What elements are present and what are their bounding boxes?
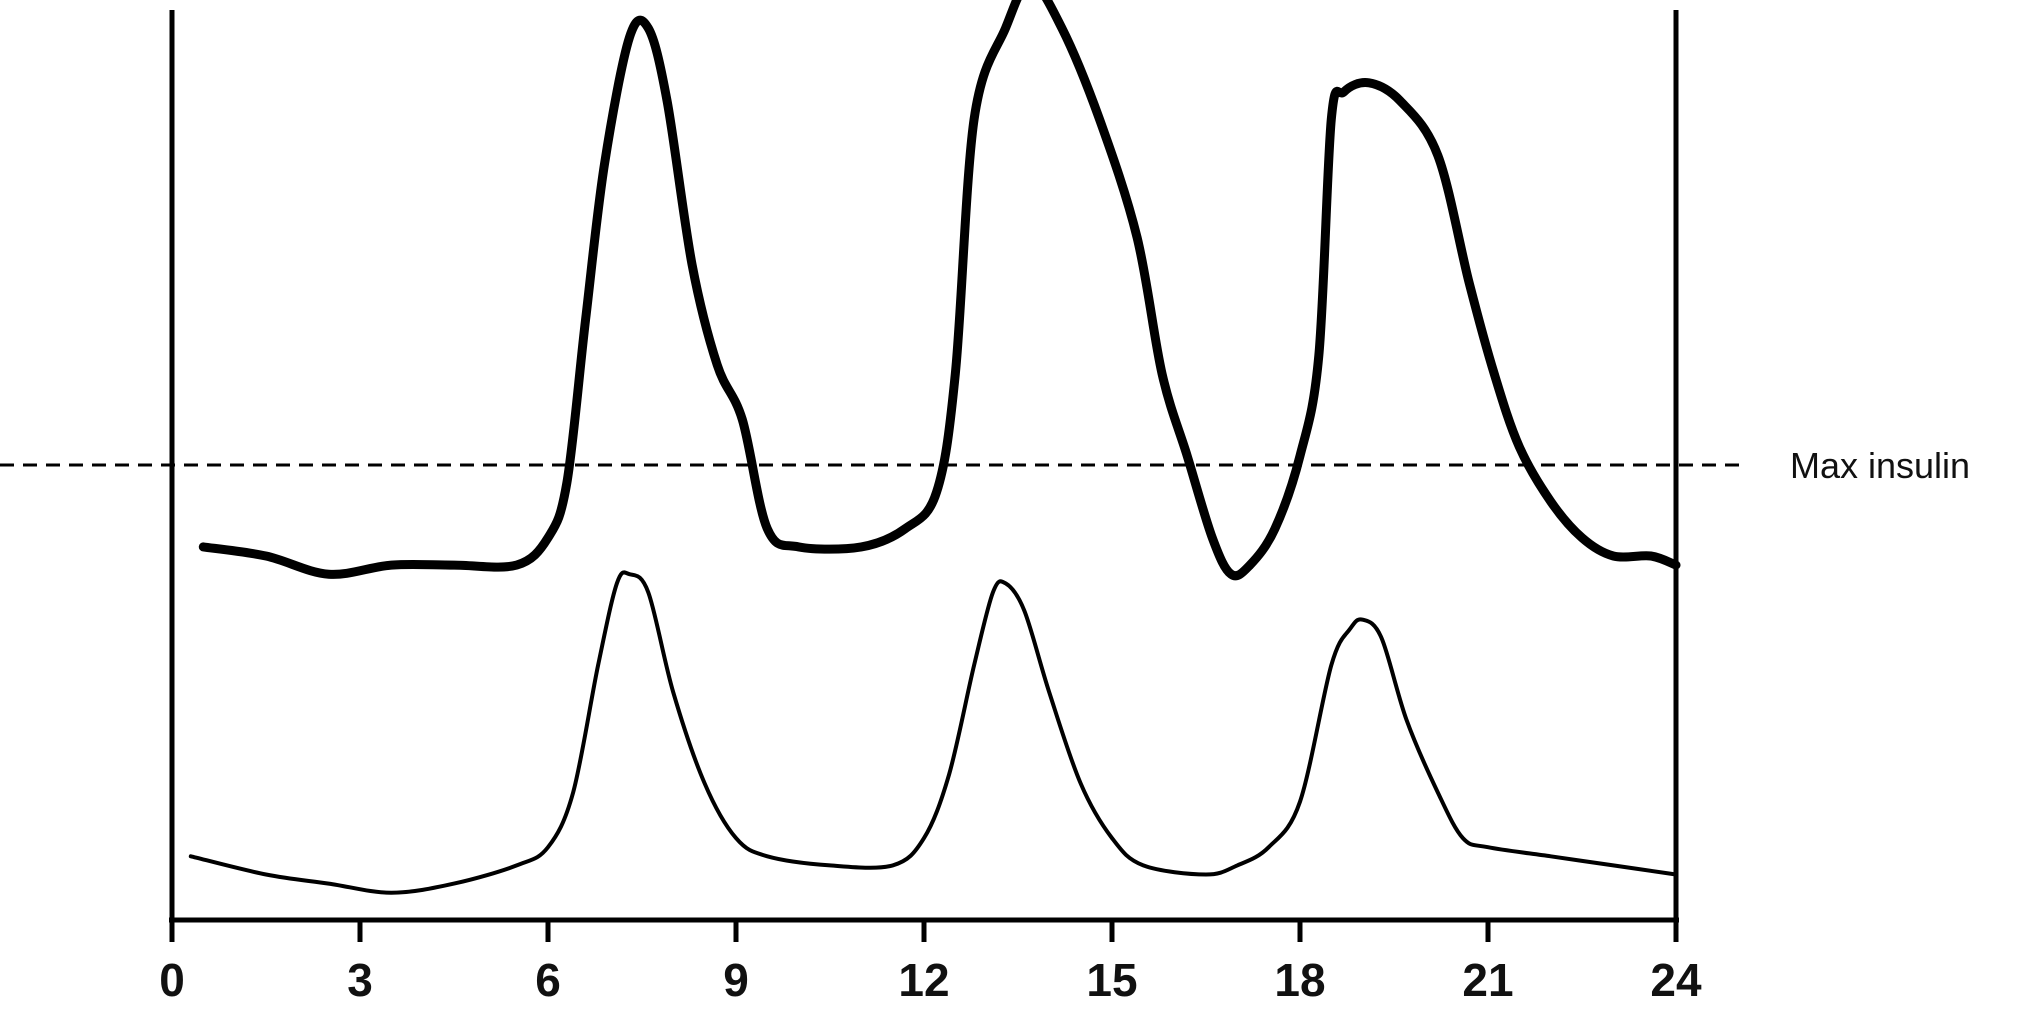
max-insulin-label: Max insulin	[1790, 445, 1970, 486]
x-axis-tick-labels: 0 3 6 9 12 15 18 21 24	[159, 954, 1702, 1006]
x-tick-label: 0	[159, 954, 185, 1006]
x-tick-label: 6	[535, 954, 561, 1006]
x-tick-label: 18	[1274, 954, 1325, 1006]
x-tick-label: 15	[1086, 954, 1137, 1006]
series-line-thick	[198, 0, 1681, 581]
x-tick-label: 24	[1650, 954, 1702, 1006]
x-tick-label: 3	[347, 954, 373, 1006]
series-line-thin	[188, 570, 1678, 895]
x-tick-label: 12	[898, 954, 949, 1006]
series-group	[188, 0, 1681, 895]
x-tick-label: 21	[1462, 954, 1513, 1006]
x-axis-ticks	[169, 920, 1679, 942]
x-tick-label: 9	[723, 954, 749, 1006]
